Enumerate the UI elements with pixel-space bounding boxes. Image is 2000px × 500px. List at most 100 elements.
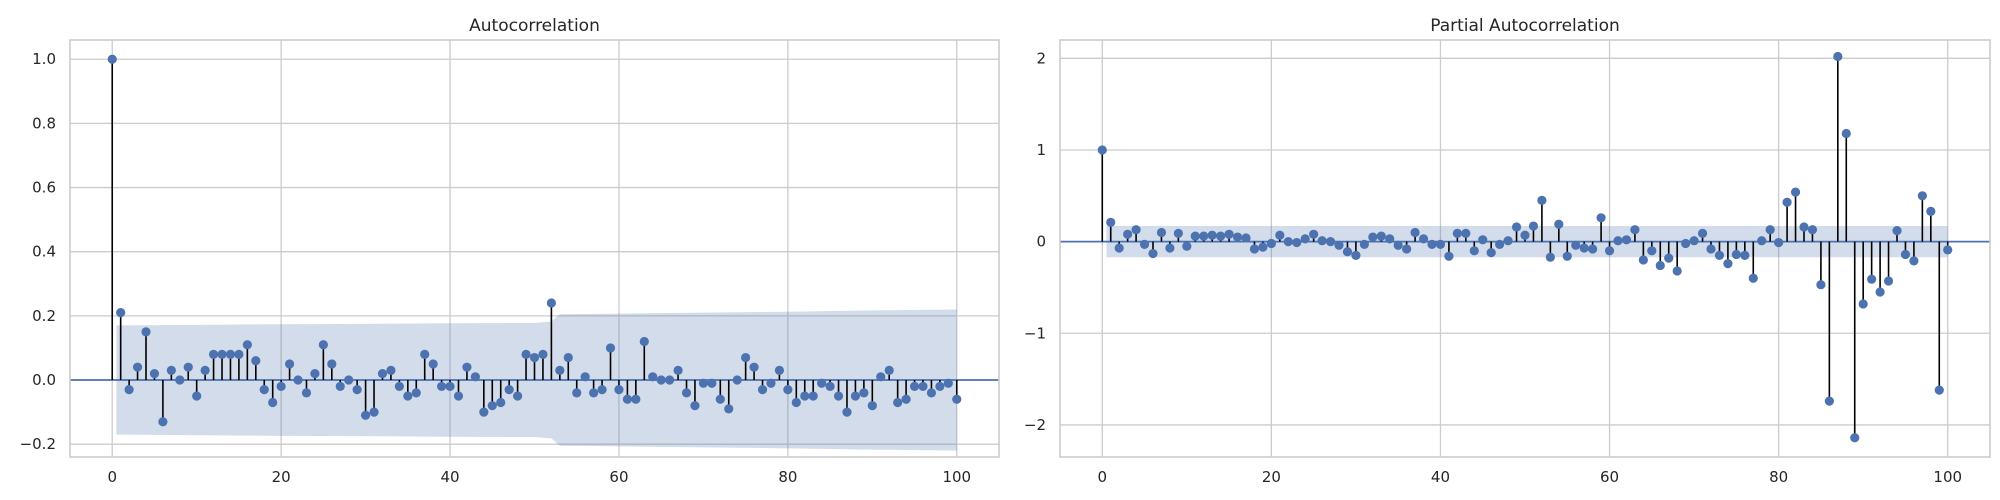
pacf-point [1148,248,1158,259]
acf-x-tick-label: 20 [272,468,291,486]
acf-point [715,394,725,404]
pacf-point [1106,217,1116,227]
pacf-point [1774,237,1784,248]
acf-point [175,375,185,385]
acf-point [437,381,447,392]
acf-y-tick-label: −0.2 [20,435,56,453]
acf-point [208,349,219,359]
acf-point [639,336,649,347]
pacf-point [1283,237,1293,247]
acf-point [774,365,785,375]
pacf-point [1232,232,1243,242]
pacf-point [1334,240,1344,250]
pacf-point [1478,235,1488,245]
pacf-point [1190,231,1200,241]
pacf-point [1537,195,1547,205]
acf-point [791,397,801,408]
pacf-point [1858,299,1868,309]
acf-point [605,343,616,353]
pacf-point [1165,243,1175,253]
acf-point [909,381,920,392]
pacf-chart-title: Partial Autocorrelation [1430,16,1620,36]
acf-point [445,381,455,392]
acf-point [403,391,413,401]
acf-point [529,352,540,363]
pacf-point [1647,246,1657,256]
acf-point [251,356,261,366]
pacf-point [1207,230,1217,240]
pacf-point [1604,246,1615,256]
acf-y-tick-label: 0.2 [32,307,56,325]
acf-point [833,391,844,401]
pacf-point [1385,234,1395,244]
acf-point [183,362,193,372]
acf-point [420,349,430,359]
pacf-point [1292,237,1302,248]
acf-point [622,394,633,404]
acf-point [656,375,666,385]
pacf-point [1402,244,1412,254]
pacf-point [1461,228,1471,238]
acf-point [800,391,810,401]
acf-x-tick-label: 60 [609,468,628,486]
acf-point [377,369,388,379]
acf-point [665,375,675,385]
acf-point [394,381,404,392]
pacf-point [1393,240,1403,250]
pacf-x-tick-label: 40 [1431,468,1450,486]
acf-point [200,365,210,375]
pacf-y-tick-label: 2 [1036,49,1046,67]
acf-point [741,352,751,363]
pacf-point [1867,274,1877,284]
pacf-x-tick-label: 60 [1600,468,1619,486]
pacf-point [1706,244,1716,254]
acf-point [673,365,683,375]
acf-point [732,375,742,385]
acf-point [707,378,717,388]
acf-point [284,359,295,369]
pacf-point [1909,256,1919,266]
acf-point [943,378,953,388]
pacf-x-tick-label: 0 [1097,468,1107,486]
acf-point [335,381,345,392]
pacf-point [1486,248,1496,258]
acf-x-tick-label: 80 [778,468,797,486]
pacf-point [1664,253,1674,263]
pacf-point [1765,225,1775,235]
acf-point [648,372,658,382]
pacf-point [1444,251,1454,261]
acf-point [842,407,852,417]
acf-point [766,378,776,388]
acf-point [724,404,734,414]
pacf-point [1275,230,1285,240]
pacf-point [1435,239,1446,249]
acf-point [158,417,168,427]
pacf-point [1841,128,1851,139]
acf-point [631,394,641,404]
pacf-point [1782,197,1792,207]
pacf-point [1926,206,1936,216]
pacf-point [1368,232,1378,242]
acf-panel: 0 20 40 60 80 100 −0.2 0.0 0.2 0.4 0.6 0.8 1.0 Autoco… [20,16,1000,486]
pacf-point [1892,226,1902,236]
acf-point [555,365,565,375]
pacf-axes-frame [1059,39,1991,458]
acf-point [310,369,320,379]
pacf-point [1173,228,1183,238]
pacf-point [1317,236,1327,246]
pacf-y-tick-label: 0 [1036,233,1046,251]
pacf-point [1309,229,1319,239]
acf-point [453,391,464,401]
pacf-point [1410,227,1420,238]
pacf-point [1807,225,1818,235]
pacf-point [1216,231,1226,241]
acf-point [690,401,700,411]
acf-point [217,349,227,359]
pacf-point [1681,238,1691,249]
acf-y-tick-label: 1.0 [32,50,56,68]
acf-point [411,388,421,398]
pacf-x-tick-label: 100 [1933,468,1962,486]
acf-point [166,365,176,375]
acf-point [563,352,573,363]
